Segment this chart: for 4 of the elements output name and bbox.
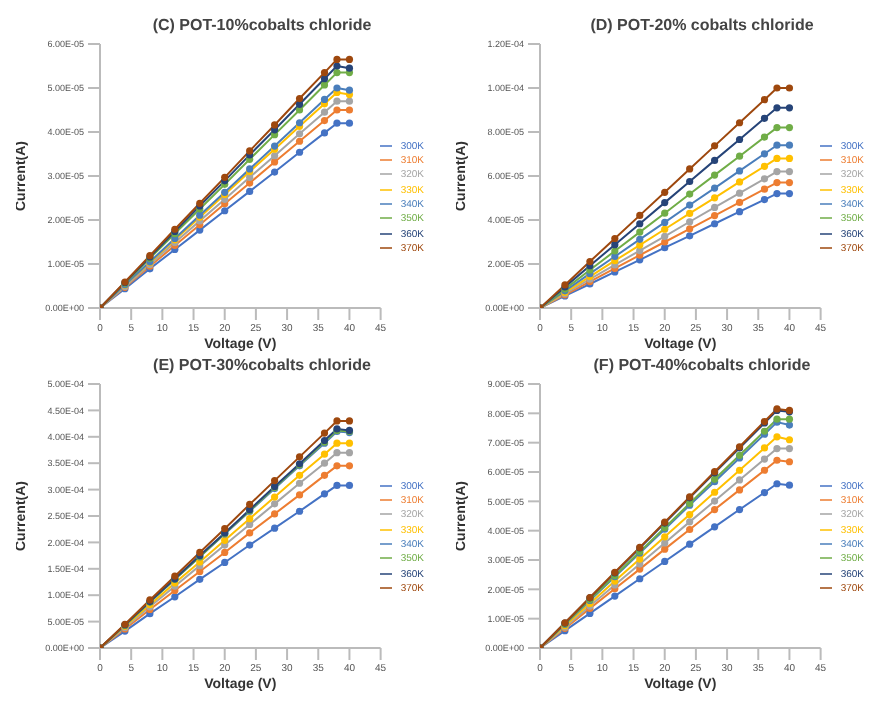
- chart-title: (C) POT-10%cobalts chloride: [150, 16, 374, 38]
- chart-title: (E) POT-30%cobalts chloride: [151, 356, 373, 378]
- chart-title: (D) POT-20% cobalts chloride: [588, 16, 816, 38]
- chart-title: (F) POT-40%cobalts chloride: [591, 356, 813, 378]
